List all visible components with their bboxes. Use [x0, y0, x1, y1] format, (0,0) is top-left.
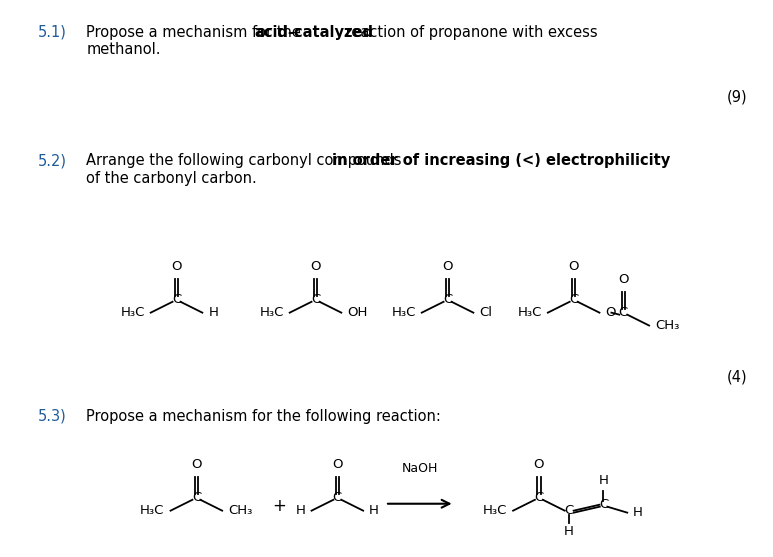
Text: C: C — [618, 306, 628, 319]
Text: H₃C: H₃C — [121, 306, 145, 319]
Text: O: O — [191, 458, 202, 471]
Text: H₃C: H₃C — [517, 306, 542, 319]
Text: C: C — [599, 498, 608, 511]
Text: H: H — [598, 474, 608, 487]
Text: C: C — [172, 294, 181, 306]
Text: C: C — [311, 294, 320, 306]
Text: O: O — [310, 260, 321, 273]
Text: Propose a mechanism for the following reaction:: Propose a mechanism for the following re… — [86, 409, 441, 424]
Text: O: O — [172, 260, 182, 273]
Text: C: C — [192, 491, 201, 504]
Text: 5.1): 5.1) — [38, 25, 66, 40]
Text: CH₃: CH₃ — [655, 319, 679, 332]
Text: acid-catalyzed: acid-catalyzed — [254, 25, 373, 40]
Text: (9): (9) — [727, 90, 747, 105]
Text: CH₃: CH₃ — [228, 504, 253, 517]
Text: NaOH: NaOH — [401, 462, 438, 475]
Text: C: C — [564, 504, 574, 517]
Text: O: O — [442, 260, 453, 273]
Text: Propose a mechanism for the: Propose a mechanism for the — [86, 25, 305, 40]
Text: Arrange the following carbonyl compounds: Arrange the following carbonyl compounds — [86, 153, 407, 168]
Text: C: C — [534, 491, 543, 504]
Text: 5.3): 5.3) — [38, 409, 66, 424]
Text: H₃C: H₃C — [260, 306, 284, 319]
Text: O: O — [533, 458, 544, 471]
Text: Cl: Cl — [479, 306, 492, 319]
Text: methanol.: methanol. — [86, 42, 161, 57]
Text: of the carbonyl carbon.: of the carbonyl carbon. — [86, 171, 257, 186]
Text: H₃C: H₃C — [140, 504, 165, 517]
Text: reaction of propanone with excess: reaction of propanone with excess — [341, 25, 598, 40]
Text: H: H — [633, 506, 643, 519]
Text: O: O — [618, 273, 628, 286]
Text: H: H — [369, 504, 379, 517]
Text: O: O — [605, 306, 616, 319]
Text: H₃C: H₃C — [391, 306, 416, 319]
Text: O: O — [332, 458, 342, 471]
Text: OH: OH — [347, 306, 368, 319]
Text: +: + — [272, 497, 286, 515]
Text: H: H — [564, 525, 574, 538]
Text: O: O — [568, 260, 579, 273]
Text: (4): (4) — [727, 369, 747, 384]
Text: 5.2): 5.2) — [38, 153, 66, 168]
Text: H₃C: H₃C — [483, 504, 507, 517]
Text: C: C — [443, 294, 452, 306]
Text: C: C — [332, 491, 342, 504]
Text: H: H — [208, 306, 218, 319]
Text: C: C — [569, 294, 578, 306]
Text: H: H — [296, 504, 305, 517]
Text: in order of increasing (<) electrophilicity: in order of increasing (<) electrophilic… — [332, 153, 671, 168]
